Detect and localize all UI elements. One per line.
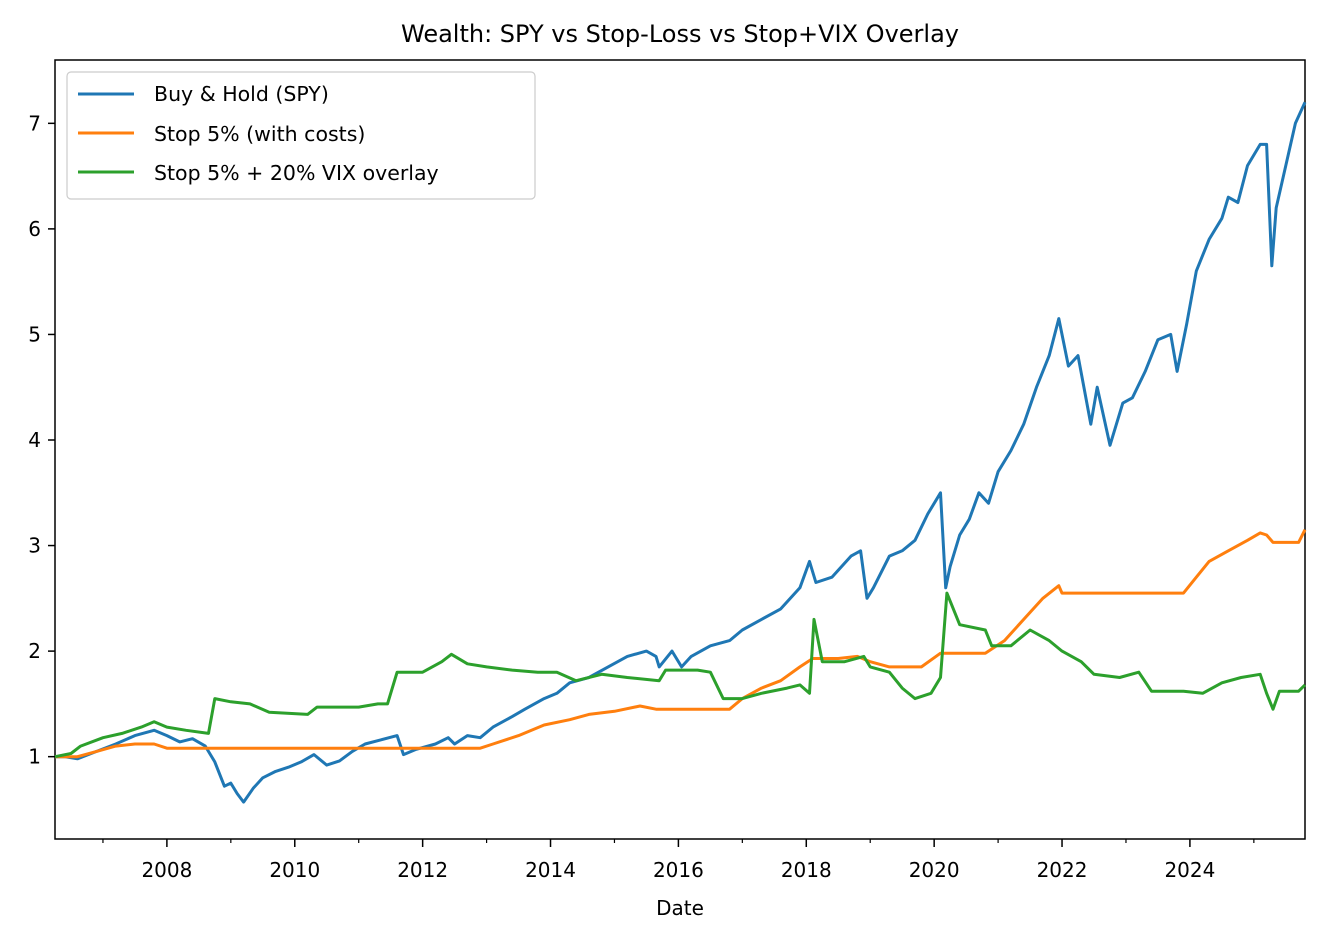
plot-frame <box>54 59 1306 840</box>
legend-label-stop: Stop 5% (with costs) <box>154 122 365 146</box>
x-tick-label: 2012 <box>397 858 448 882</box>
y-axis: 1 2 3 4 5 6 7 <box>28 111 55 769</box>
x-tick-label: 2010 <box>269 858 320 882</box>
legend-label-buy-hold: Buy & Hold (SPY) <box>154 82 329 106</box>
y-tick-label: 5 <box>28 322 41 346</box>
chart-title: Wealth: SPY vs Stop-Loss vs Stop+VIX Ove… <box>401 20 959 48</box>
x-axis-label: Date <box>656 896 704 920</box>
y-tick-label: 7 <box>28 111 41 135</box>
x-tick-label: 2008 <box>141 858 192 882</box>
x-tick-label: 2016 <box>653 858 704 882</box>
x-axis: 2008 2010 2012 2014 2016 2018 2020 2022 2024 <box>102 839 1255 882</box>
x-tick-label: 2022 <box>1037 858 1088 882</box>
x-tick-label: 2020 <box>909 858 960 882</box>
y-tick-label: 6 <box>28 217 41 241</box>
x-tick-label: 2018 <box>781 858 832 882</box>
legend: Buy & Hold (SPY) Stop 5% (with costs) St… <box>66 71 536 200</box>
legend-box <box>66 71 536 200</box>
y-tick-label: 1 <box>28 745 41 769</box>
series-line-buy-hold <box>55 101 1307 804</box>
y-tick-label: 4 <box>28 428 41 452</box>
series-line-vix <box>54 591 1307 759</box>
x-tick-label: 2014 <box>525 858 576 882</box>
x-tick-label: 2024 <box>1164 858 1215 882</box>
series-line-stop <box>55 529 1307 759</box>
legend-label-vix: Stop 5% + 20% VIX overlay <box>154 161 439 185</box>
series-lines <box>54 101 1307 804</box>
y-tick-label: 2 <box>28 639 41 663</box>
y-tick-label: 3 <box>28 534 41 558</box>
